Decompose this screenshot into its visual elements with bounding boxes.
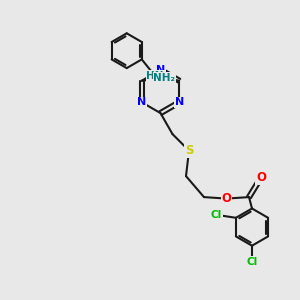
Text: Cl: Cl	[211, 210, 222, 220]
Text: NH₂: NH₂	[153, 73, 175, 83]
Text: O: O	[256, 171, 266, 184]
Text: N: N	[137, 97, 146, 107]
Text: N: N	[175, 97, 184, 107]
Text: N: N	[156, 65, 165, 75]
Text: S: S	[185, 144, 193, 157]
Text: HN: HN	[146, 71, 164, 81]
Text: Cl: Cl	[246, 257, 258, 267]
Text: O: O	[221, 192, 232, 205]
